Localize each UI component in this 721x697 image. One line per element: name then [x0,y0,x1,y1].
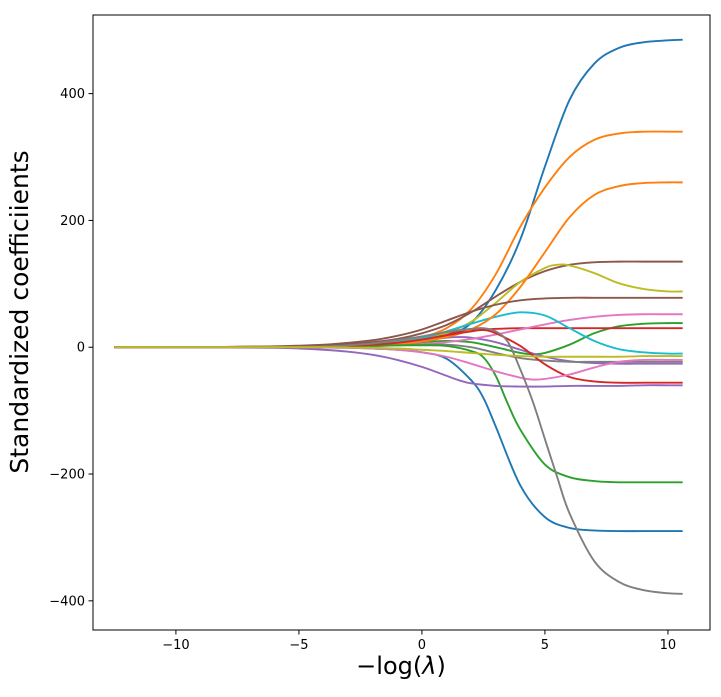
x-axis-label: −log(λ) [356,652,446,680]
series-layer [114,38,683,595]
x-tick-label: −10 [162,638,189,653]
lambda-symbol: λ [420,652,436,680]
x-tick-label: 10 [660,638,677,653]
y-tick-label: 200 [60,214,85,229]
y-tick-label: 400 [60,87,85,102]
y-tick-label: −400 [49,594,85,609]
series-olive-2 [114,346,683,358]
x-axis-label-prefix: −log( [356,652,422,680]
y-tick-label: −200 [49,468,85,483]
x-tick-label: −5 [289,638,308,653]
y-axis-ticks: −400 −200 0 200 400 [49,87,93,609]
x-tick-label: 5 [541,638,549,653]
y-tick-label: 0 [77,341,85,356]
y-axis-label: Standardized coefficiients [5,150,34,473]
series-purple-2 [114,346,683,388]
x-tick-label: 0 [418,638,426,653]
plot-frame [92,14,711,631]
x-axis-label-suffix: ) [436,652,445,680]
series-brown-2 [114,296,683,349]
x-axis-ticks: −10 −5 0 5 10 [162,630,676,653]
